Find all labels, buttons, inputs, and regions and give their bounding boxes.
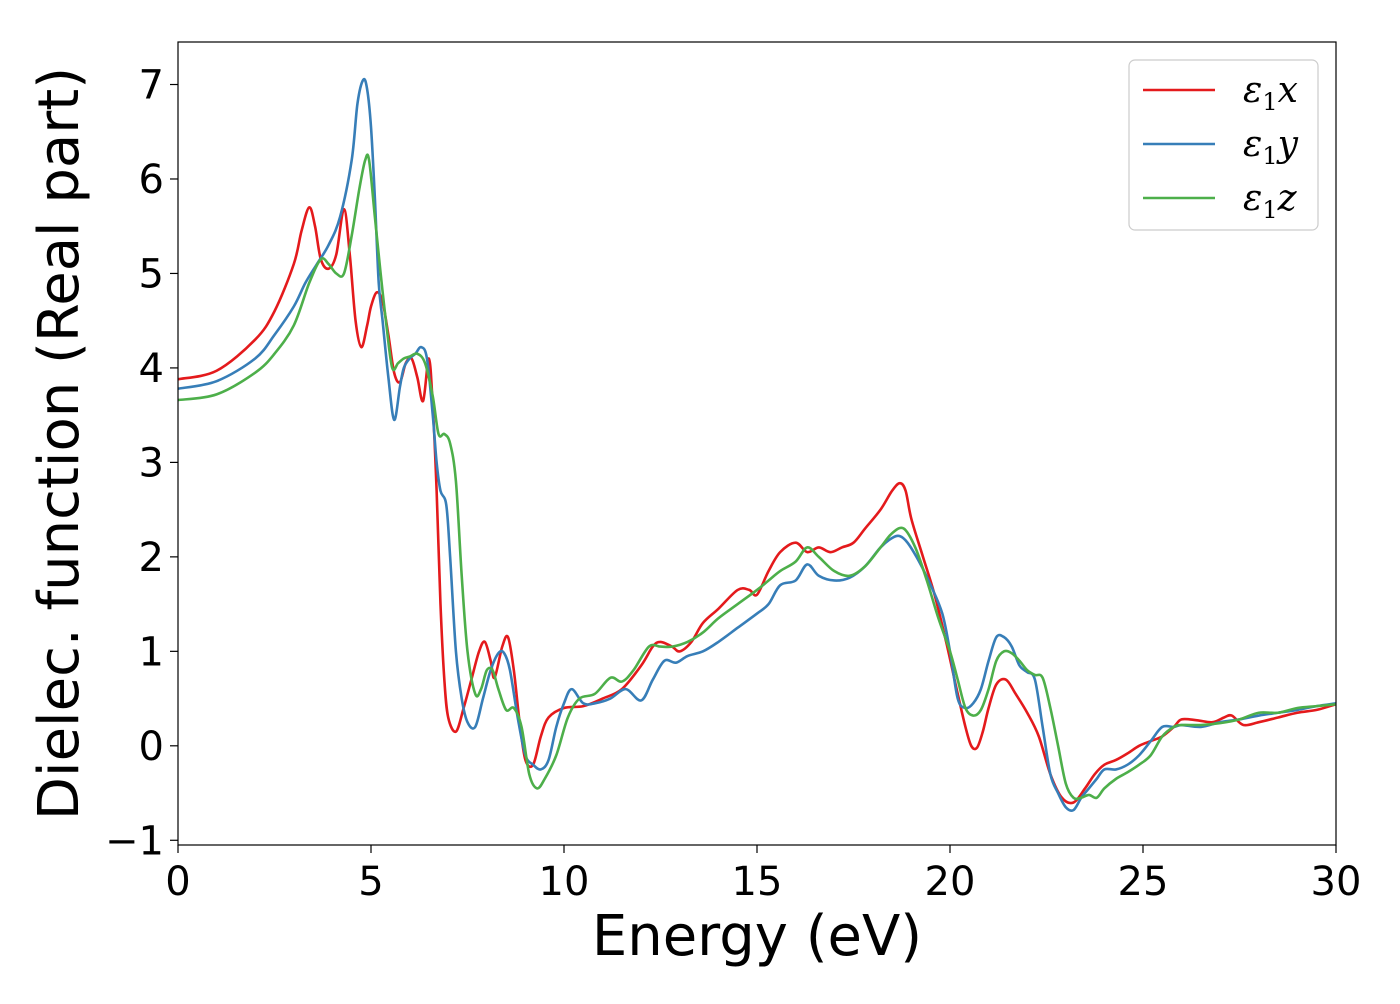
series-line-z	[178, 153, 1336, 801]
y-tick-label: 3	[139, 440, 164, 486]
series-line-x	[178, 206, 1336, 805]
legend-label-z: ε1z	[1243, 178, 1298, 224]
y-tick-label: −1	[105, 818, 164, 864]
x-tick-label: 10	[539, 859, 590, 905]
y-tick-label: 5	[139, 251, 164, 297]
y-tick-label: 7	[139, 63, 164, 109]
x-axis-title: Energy (eV)	[592, 904, 922, 969]
x-tick-label: 25	[1118, 859, 1169, 905]
legend-label-y: ε1y	[1243, 124, 1299, 170]
series-layer	[178, 77, 1336, 812]
y-tick-label: 1	[139, 629, 164, 675]
legend-box	[1128, 59, 1319, 231]
y-tick-label: 0	[139, 724, 164, 770]
x-tick-label: 20	[925, 859, 976, 905]
x-tick-label: 30	[1311, 859, 1362, 905]
legend: ε1x ε1y ε1z	[1128, 59, 1319, 231]
legend-label-x: ε1x	[1243, 70, 1298, 116]
y-tick-label: 6	[139, 157, 164, 203]
series-line-y	[178, 77, 1336, 812]
x-tick-label: 0	[165, 859, 190, 905]
y-tick-label: 4	[139, 346, 164, 392]
x-tick-label: 15	[732, 859, 783, 905]
y-axis-title: Dielec. function (Real part)	[27, 67, 92, 820]
y-tick-label: 2	[139, 535, 164, 581]
x-tick-label: 5	[358, 859, 383, 905]
